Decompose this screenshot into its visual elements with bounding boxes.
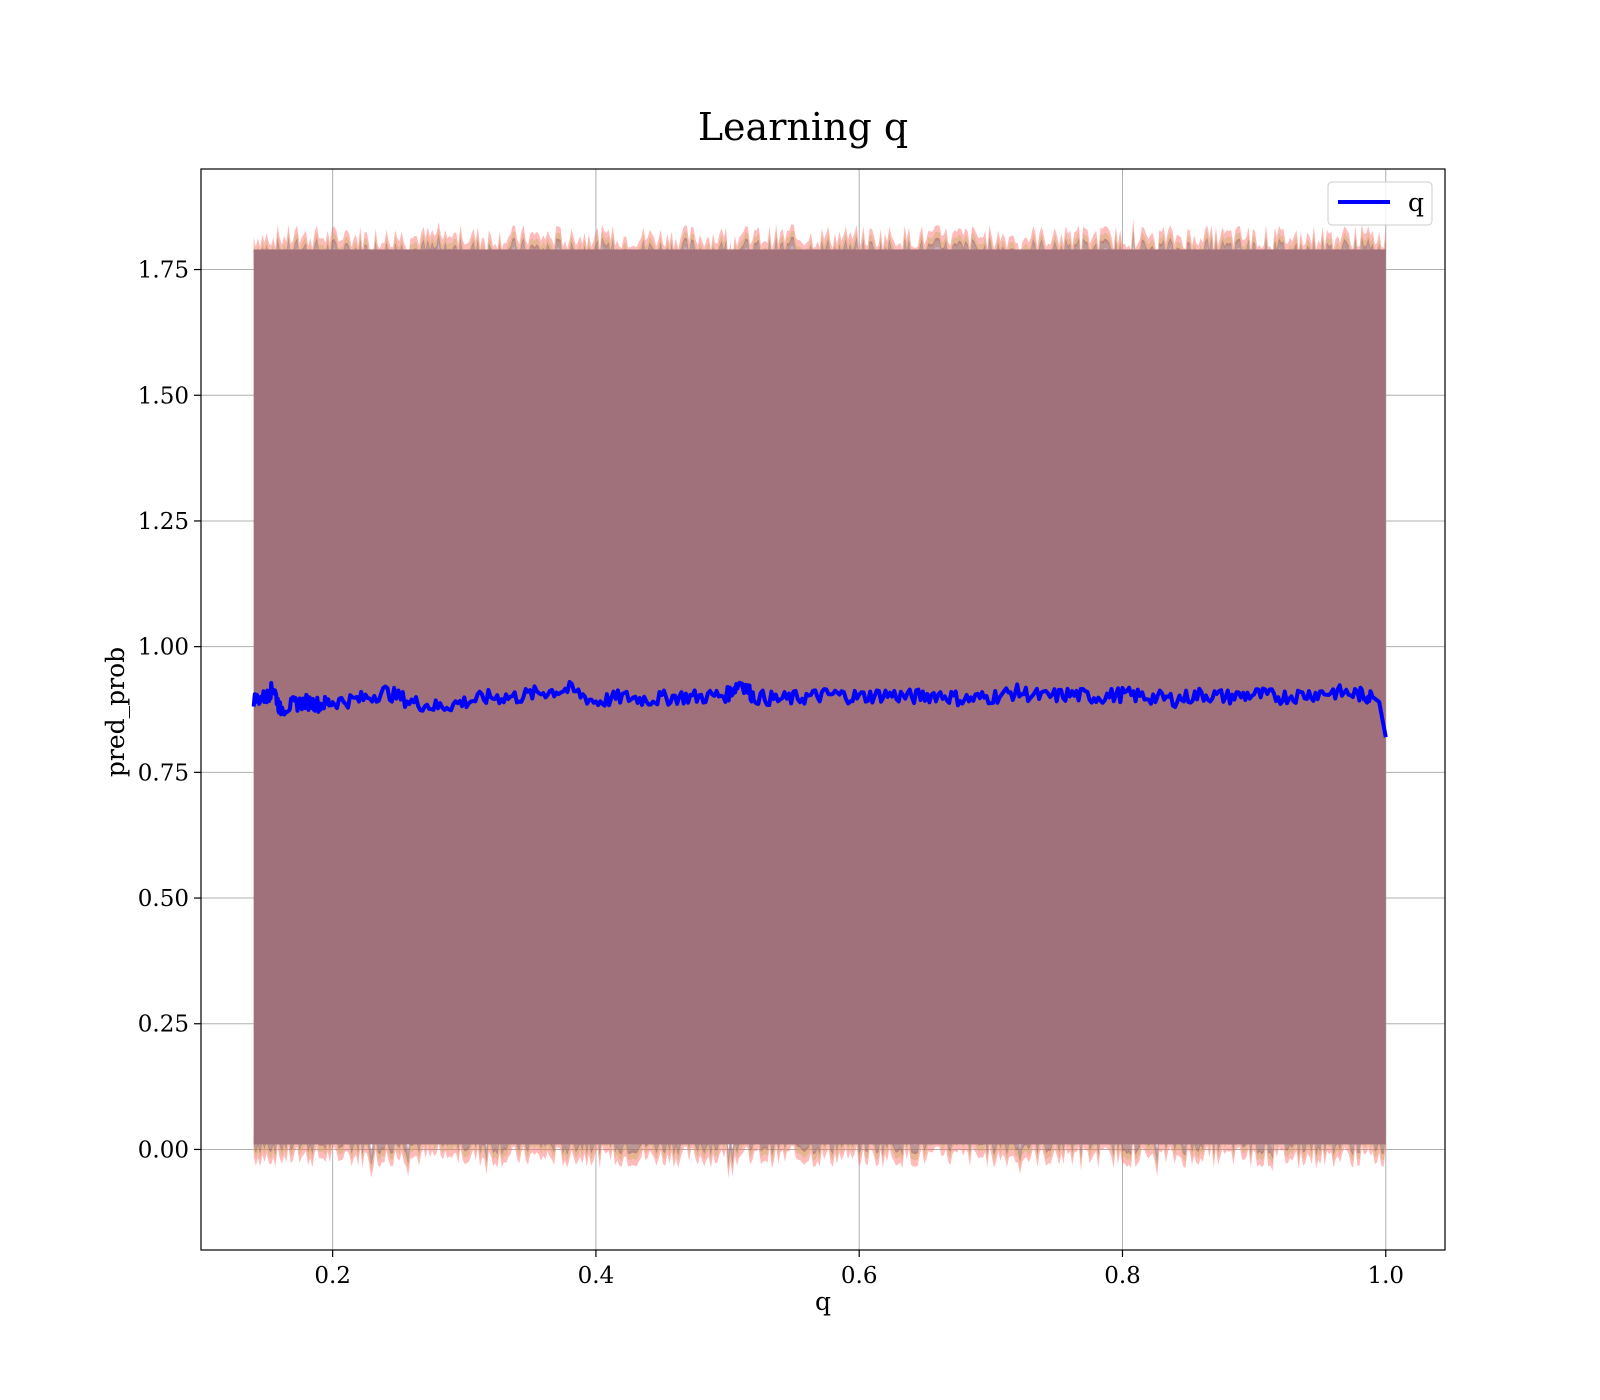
plot-area: 0.2 0.4 0.6 0.8 1.0 0.00 0.25 0.50 0.75 1.00 1.25 1… bbox=[138, 168, 1446, 1289]
y-tick-label: 1.75 bbox=[138, 258, 189, 284]
y-axis-label: pred_prob bbox=[101, 647, 130, 777]
x-tick-label: 0.4 bbox=[578, 1263, 615, 1289]
x-tick-label: 1.0 bbox=[1367, 1263, 1404, 1289]
legend: q bbox=[1327, 181, 1433, 226]
axes-frame bbox=[200, 168, 1446, 1251]
y-tick-label: 0.00 bbox=[138, 1137, 189, 1163]
band-upper-edge bbox=[253, 224, 1386, 282]
series-line-q bbox=[251, 680, 1388, 738]
band-upper-edge bbox=[253, 218, 1386, 276]
chart-title: Learning q bbox=[698, 105, 908, 149]
y-tick-label: 0.25 bbox=[138, 1012, 189, 1038]
legend-label-q: q bbox=[1408, 188, 1424, 217]
y-tick-label: 0.50 bbox=[138, 886, 189, 912]
x-axis-label: q bbox=[815, 1287, 831, 1316]
y-tick-label: 1.50 bbox=[138, 383, 189, 409]
y-tick-label: 1.25 bbox=[138, 509, 189, 535]
x-tick-label: 0.2 bbox=[314, 1263, 351, 1289]
x-tick-label: 0.8 bbox=[1104, 1263, 1141, 1289]
x-tick-label: 0.6 bbox=[841, 1263, 878, 1289]
band-upper-edge bbox=[253, 230, 1386, 289]
y-tick-label: 0.75 bbox=[138, 760, 189, 786]
y-tick-label: 1.00 bbox=[138, 635, 189, 661]
